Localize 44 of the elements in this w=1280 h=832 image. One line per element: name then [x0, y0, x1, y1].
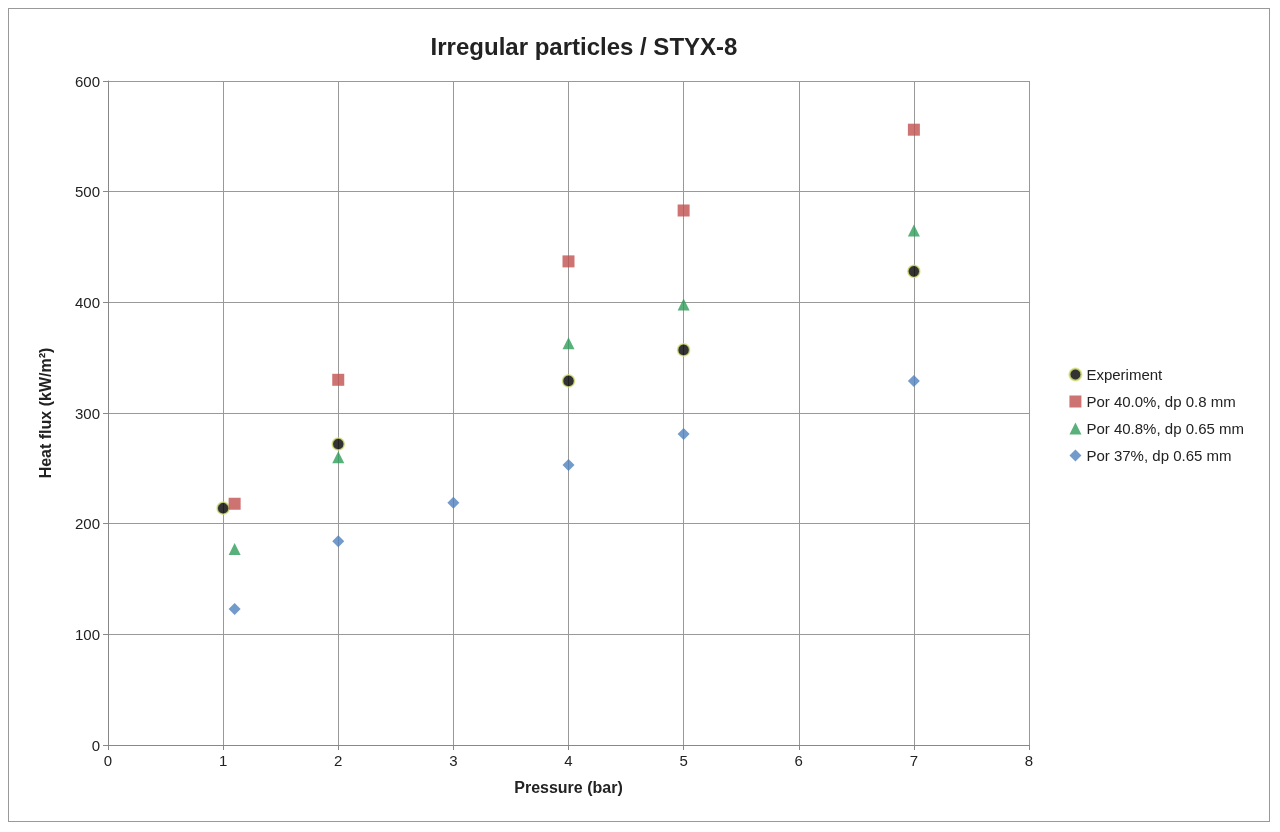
x-tick-label: 8 [1024, 752, 1034, 769]
point [907, 264, 921, 279]
x-tick-label: 1 [218, 752, 228, 769]
point [332, 373, 345, 386]
point [447, 496, 460, 509]
point [228, 602, 241, 615]
point [332, 535, 345, 548]
x-tick-label: 0 [103, 752, 113, 769]
y-tick-label: 500 [74, 183, 100, 201]
x-tick-label: 5 [679, 752, 688, 769]
x-tick-label: 4 [564, 752, 573, 769]
legend-label: Experiment [1086, 366, 1164, 383]
x-axis-title: Pressure (bar) [514, 778, 623, 796]
x-tick-label: 7 [909, 752, 919, 769]
point [676, 343, 691, 357]
point [561, 374, 576, 388]
legend-label: Por 40.0%, dp 0.8 mm [1086, 393, 1236, 410]
x-tick-label: 6 [794, 752, 803, 769]
point [677, 298, 690, 311]
legend-label: Por 40.8%, dp 0.65 mm [1086, 420, 1245, 437]
legend-label: Por 37%, dp 0.65 mm [1086, 447, 1232, 464]
point [677, 428, 690, 441]
point [332, 451, 345, 464]
point [216, 501, 230, 515]
y-axis-title: Heat flux (kW/m²) [36, 347, 54, 479]
y-tick-label: 600 [74, 72, 100, 90]
x-tick-label: 2 [334, 752, 343, 769]
point [562, 459, 575, 472]
y-tick-label: 300 [74, 404, 100, 422]
y-tick-label: 100 [74, 625, 100, 643]
point [228, 497, 241, 510]
point [562, 255, 575, 268]
point [331, 437, 345, 451]
point [228, 543, 241, 556]
point [907, 224, 920, 237]
chart-title: Irregular particles / STYX-8 [430, 32, 738, 60]
y-tick-label: 0 [91, 736, 100, 754]
point [907, 374, 920, 387]
y-tick-label: 200 [74, 515, 100, 533]
x-tick-label: 3 [449, 752, 458, 769]
y-tick-label: 400 [74, 293, 100, 311]
point [562, 337, 575, 350]
point [677, 204, 690, 217]
point [907, 123, 920, 136]
